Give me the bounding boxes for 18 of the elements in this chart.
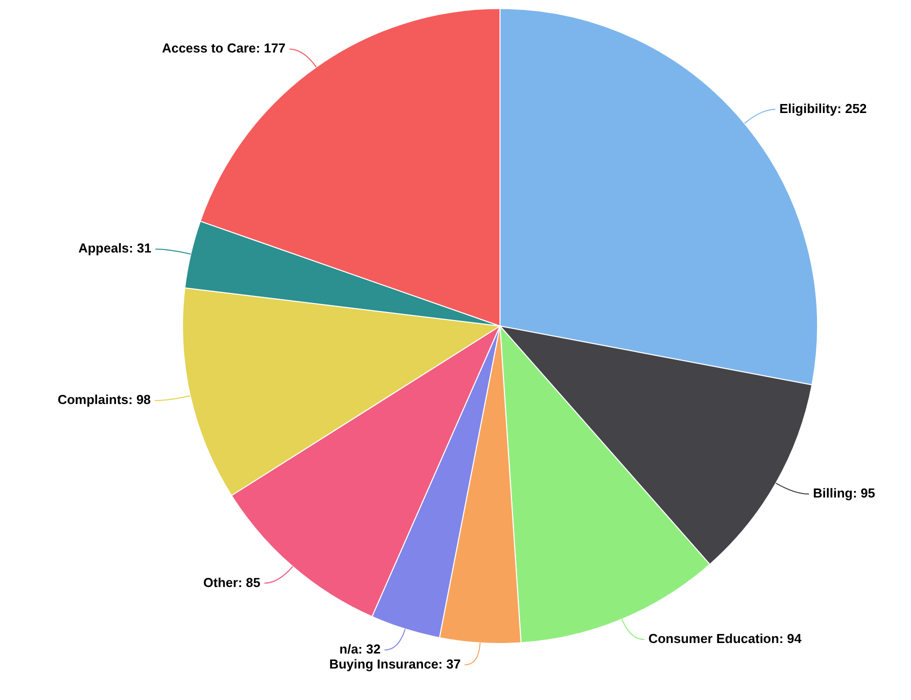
- slice-label: n/a: [339, 642, 359, 657]
- data-label: : 177: [256, 40, 286, 56]
- data-label: : 98: [128, 392, 151, 408]
- data-label: : 85: [238, 574, 260, 590]
- slice-label: Consumer Education: [648, 631, 780, 646]
- slice-label: Complaints: [58, 392, 128, 408]
- data-label: : 31: [128, 240, 152, 256]
- data-label: : 32: [358, 642, 381, 657]
- slice-label: Eligibility: [779, 100, 838, 116]
- slice-label: Billing: [812, 486, 853, 501]
- slice-label: Access to Care: [162, 40, 256, 56]
- slice-label: Buying Insurance: [329, 656, 438, 672]
- slice-label: Other: [203, 574, 238, 590]
- data-label: : 95: [852, 486, 876, 501]
- data-label: : 252: [837, 100, 867, 116]
- data-label: : 94: [779, 631, 802, 646]
- slice-label: Appeals: [78, 240, 129, 256]
- data-label: : 37: [438, 656, 461, 672]
